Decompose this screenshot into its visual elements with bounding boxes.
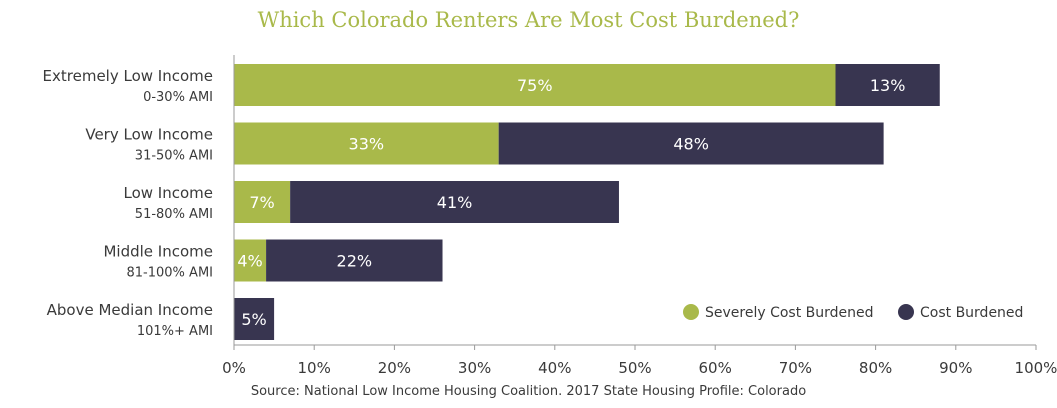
bar-segment (234, 239, 267, 282)
legend: Severely Cost Burdened Cost Burdened (683, 304, 1023, 321)
bar-value-label: 22% (337, 252, 373, 271)
bar-segment (234, 298, 275, 340)
bar-segment (266, 239, 443, 282)
bar-value-label: 48% (673, 135, 709, 154)
x-tick-label: 50% (618, 359, 651, 377)
category-label: Very Low Income (85, 126, 213, 144)
bar-segment (234, 181, 291, 223)
category-sublabel: 0-30% AMI (143, 90, 213, 105)
legend-swatch (898, 304, 914, 320)
bar-value-label: 41% (437, 193, 473, 212)
legend-swatch (683, 304, 699, 320)
bars-group: 75% 13% 33% 48% 7% 41% 4% 22% 5% (234, 64, 940, 340)
chart-title: Which Colorado Renters Are Most Cost Bur… (257, 8, 800, 32)
x-tick-label: 40% (538, 359, 571, 377)
category-label: Extremely Low Income (43, 67, 213, 85)
category-label: Middle Income (103, 243, 213, 261)
bar-segment (290, 181, 619, 223)
x-tick-label: 10% (298, 359, 331, 377)
bar-segment (234, 64, 836, 106)
bar-value-label: 4% (237, 252, 262, 271)
bar-value-label: 75% (517, 76, 553, 95)
category-sublabel: 101%+ AMI (137, 324, 213, 339)
bar-segment (234, 122, 499, 165)
legend-label: Severely Cost Burdened (705, 305, 874, 321)
bar-value-label: 7% (249, 193, 274, 212)
category-sublabel: 31-50% AMI (135, 149, 213, 164)
bar-value-label: 33% (349, 135, 385, 154)
bar-segment (498, 122, 884, 165)
x-axis: 0% 10% 20% 30% 40% 50% 60% 70% 80% 90% 100% (222, 344, 1057, 377)
x-tick-label: 70% (779, 359, 812, 377)
category-labels: Extremely Low Income 0-30% AMI Very Low In… (43, 67, 213, 339)
source-note: Source: National Low Income Housing Coal… (250, 384, 807, 399)
category-sublabel: 51-80% AMI (135, 207, 213, 222)
bar-segment (835, 64, 940, 106)
x-tick-label: 60% (699, 359, 732, 377)
category-label: Low Income (123, 184, 213, 202)
category-sublabel: 81-100% AMI (127, 266, 213, 281)
x-tick-label: 90% (939, 359, 972, 377)
category-label: Above Median Income (47, 301, 213, 319)
x-tick-label: 80% (859, 359, 892, 377)
bar-value-label: 5% (241, 310, 266, 329)
x-tick-label: 20% (378, 359, 411, 377)
x-tick-label: 0% (222, 359, 246, 377)
x-tick-label: 30% (458, 359, 491, 377)
bar-value-label: 13% (870, 76, 906, 95)
x-tick-label: 100% (1015, 359, 1057, 377)
legend-label: Cost Burdened (920, 305, 1023, 321)
